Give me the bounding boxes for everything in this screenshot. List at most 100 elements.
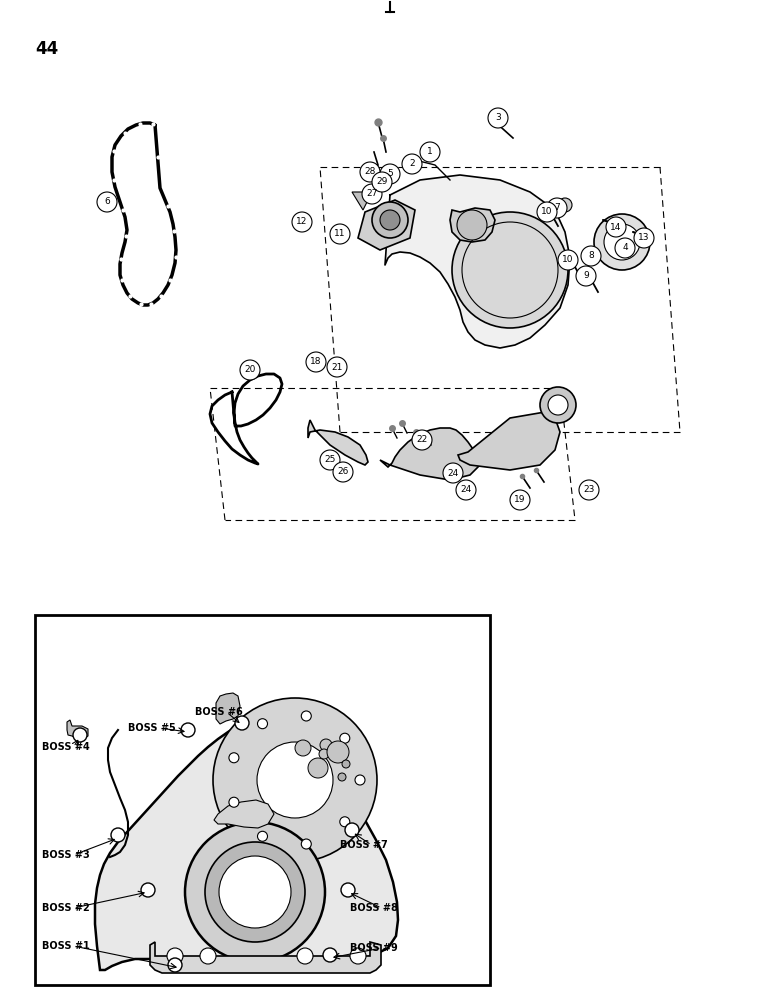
Circle shape xyxy=(594,214,650,270)
Circle shape xyxy=(295,740,311,756)
Circle shape xyxy=(235,716,249,730)
Text: 13: 13 xyxy=(638,233,650,242)
Circle shape xyxy=(576,266,596,286)
Polygon shape xyxy=(450,208,495,242)
Circle shape xyxy=(372,202,408,238)
Circle shape xyxy=(420,142,440,162)
Circle shape xyxy=(402,154,422,174)
Circle shape xyxy=(258,719,268,729)
Circle shape xyxy=(540,387,576,423)
Text: 22: 22 xyxy=(416,436,428,444)
Text: BOSS #5: BOSS #5 xyxy=(128,723,176,733)
Circle shape xyxy=(558,198,572,212)
Text: 44: 44 xyxy=(35,40,58,58)
Text: 3: 3 xyxy=(495,113,501,122)
Circle shape xyxy=(219,856,291,928)
Circle shape xyxy=(345,823,359,837)
Circle shape xyxy=(213,698,377,862)
Circle shape xyxy=(443,463,463,483)
Polygon shape xyxy=(95,715,398,970)
Circle shape xyxy=(301,711,311,721)
Circle shape xyxy=(97,192,117,212)
Circle shape xyxy=(340,733,350,743)
Circle shape xyxy=(457,210,487,240)
Polygon shape xyxy=(308,420,368,465)
Text: BOSS #8: BOSS #8 xyxy=(350,903,398,913)
Polygon shape xyxy=(358,200,415,250)
Text: BOSS #3: BOSS #3 xyxy=(42,850,90,860)
Circle shape xyxy=(308,758,328,778)
Text: 10: 10 xyxy=(562,255,574,264)
Circle shape xyxy=(579,480,599,500)
Circle shape xyxy=(362,184,382,204)
Circle shape xyxy=(380,210,400,230)
Circle shape xyxy=(510,490,530,510)
Circle shape xyxy=(488,108,508,128)
Circle shape xyxy=(615,238,635,258)
Text: BOSS #2: BOSS #2 xyxy=(42,903,90,913)
Circle shape xyxy=(355,775,365,785)
Circle shape xyxy=(319,749,329,759)
Circle shape xyxy=(229,753,239,763)
Circle shape xyxy=(604,224,640,260)
Text: BOSS #1: BOSS #1 xyxy=(42,941,90,951)
Text: 24: 24 xyxy=(448,468,459,478)
Text: 25: 25 xyxy=(324,456,336,464)
Circle shape xyxy=(167,948,183,964)
Text: 19: 19 xyxy=(514,495,526,504)
Circle shape xyxy=(292,212,312,232)
Polygon shape xyxy=(458,412,560,470)
Circle shape xyxy=(229,797,239,807)
Text: 12: 12 xyxy=(296,218,308,227)
Circle shape xyxy=(581,246,601,266)
Circle shape xyxy=(111,828,125,842)
Circle shape xyxy=(240,360,260,380)
Polygon shape xyxy=(214,800,274,828)
Polygon shape xyxy=(352,192,372,210)
Text: 11: 11 xyxy=(334,230,346,238)
Text: 24: 24 xyxy=(460,486,472,494)
Circle shape xyxy=(558,250,578,270)
Text: 14: 14 xyxy=(611,223,621,232)
Circle shape xyxy=(340,817,350,827)
Circle shape xyxy=(258,831,268,841)
Circle shape xyxy=(547,198,567,218)
Circle shape xyxy=(606,217,626,237)
Circle shape xyxy=(200,948,216,964)
Text: 9: 9 xyxy=(583,271,589,280)
Text: 10: 10 xyxy=(541,208,553,217)
Circle shape xyxy=(257,742,333,818)
Circle shape xyxy=(372,172,392,192)
Circle shape xyxy=(341,883,355,897)
Text: 27: 27 xyxy=(366,190,378,198)
Circle shape xyxy=(323,948,337,962)
Text: 18: 18 xyxy=(310,358,322,366)
Bar xyxy=(35,615,490,985)
Polygon shape xyxy=(67,720,88,739)
Circle shape xyxy=(306,352,326,372)
Circle shape xyxy=(185,822,325,962)
Circle shape xyxy=(537,202,557,222)
Text: 8: 8 xyxy=(588,251,594,260)
Circle shape xyxy=(301,839,311,849)
Text: 4: 4 xyxy=(622,243,628,252)
Text: 5: 5 xyxy=(387,169,393,178)
Text: BOSS #9: BOSS #9 xyxy=(350,943,398,953)
Circle shape xyxy=(338,773,346,781)
Circle shape xyxy=(327,357,347,377)
Circle shape xyxy=(297,948,313,964)
Text: 21: 21 xyxy=(331,362,343,371)
Circle shape xyxy=(452,212,568,328)
Circle shape xyxy=(141,883,155,897)
Circle shape xyxy=(327,741,349,763)
Circle shape xyxy=(168,958,182,972)
Text: 20: 20 xyxy=(244,365,256,374)
Circle shape xyxy=(320,739,332,751)
Circle shape xyxy=(380,164,400,184)
Text: 6: 6 xyxy=(104,198,110,207)
Circle shape xyxy=(360,162,380,182)
Polygon shape xyxy=(385,175,570,348)
Circle shape xyxy=(586,247,598,259)
Circle shape xyxy=(333,462,353,482)
Circle shape xyxy=(342,760,350,768)
